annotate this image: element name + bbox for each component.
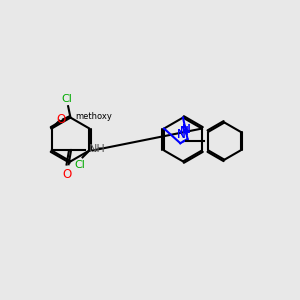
Text: N: N	[182, 123, 191, 136]
Text: Cl: Cl	[74, 160, 85, 170]
Text: N: N	[177, 128, 186, 140]
Text: N: N	[180, 125, 188, 138]
Text: O: O	[56, 113, 65, 126]
Text: NH: NH	[88, 144, 105, 154]
Text: methoxy: methoxy	[75, 112, 112, 121]
Text: N: N	[182, 123, 191, 136]
Text: Cl: Cl	[61, 94, 72, 104]
Text: O: O	[63, 169, 72, 182]
Text: N: N	[177, 128, 186, 140]
Text: N: N	[180, 125, 188, 138]
